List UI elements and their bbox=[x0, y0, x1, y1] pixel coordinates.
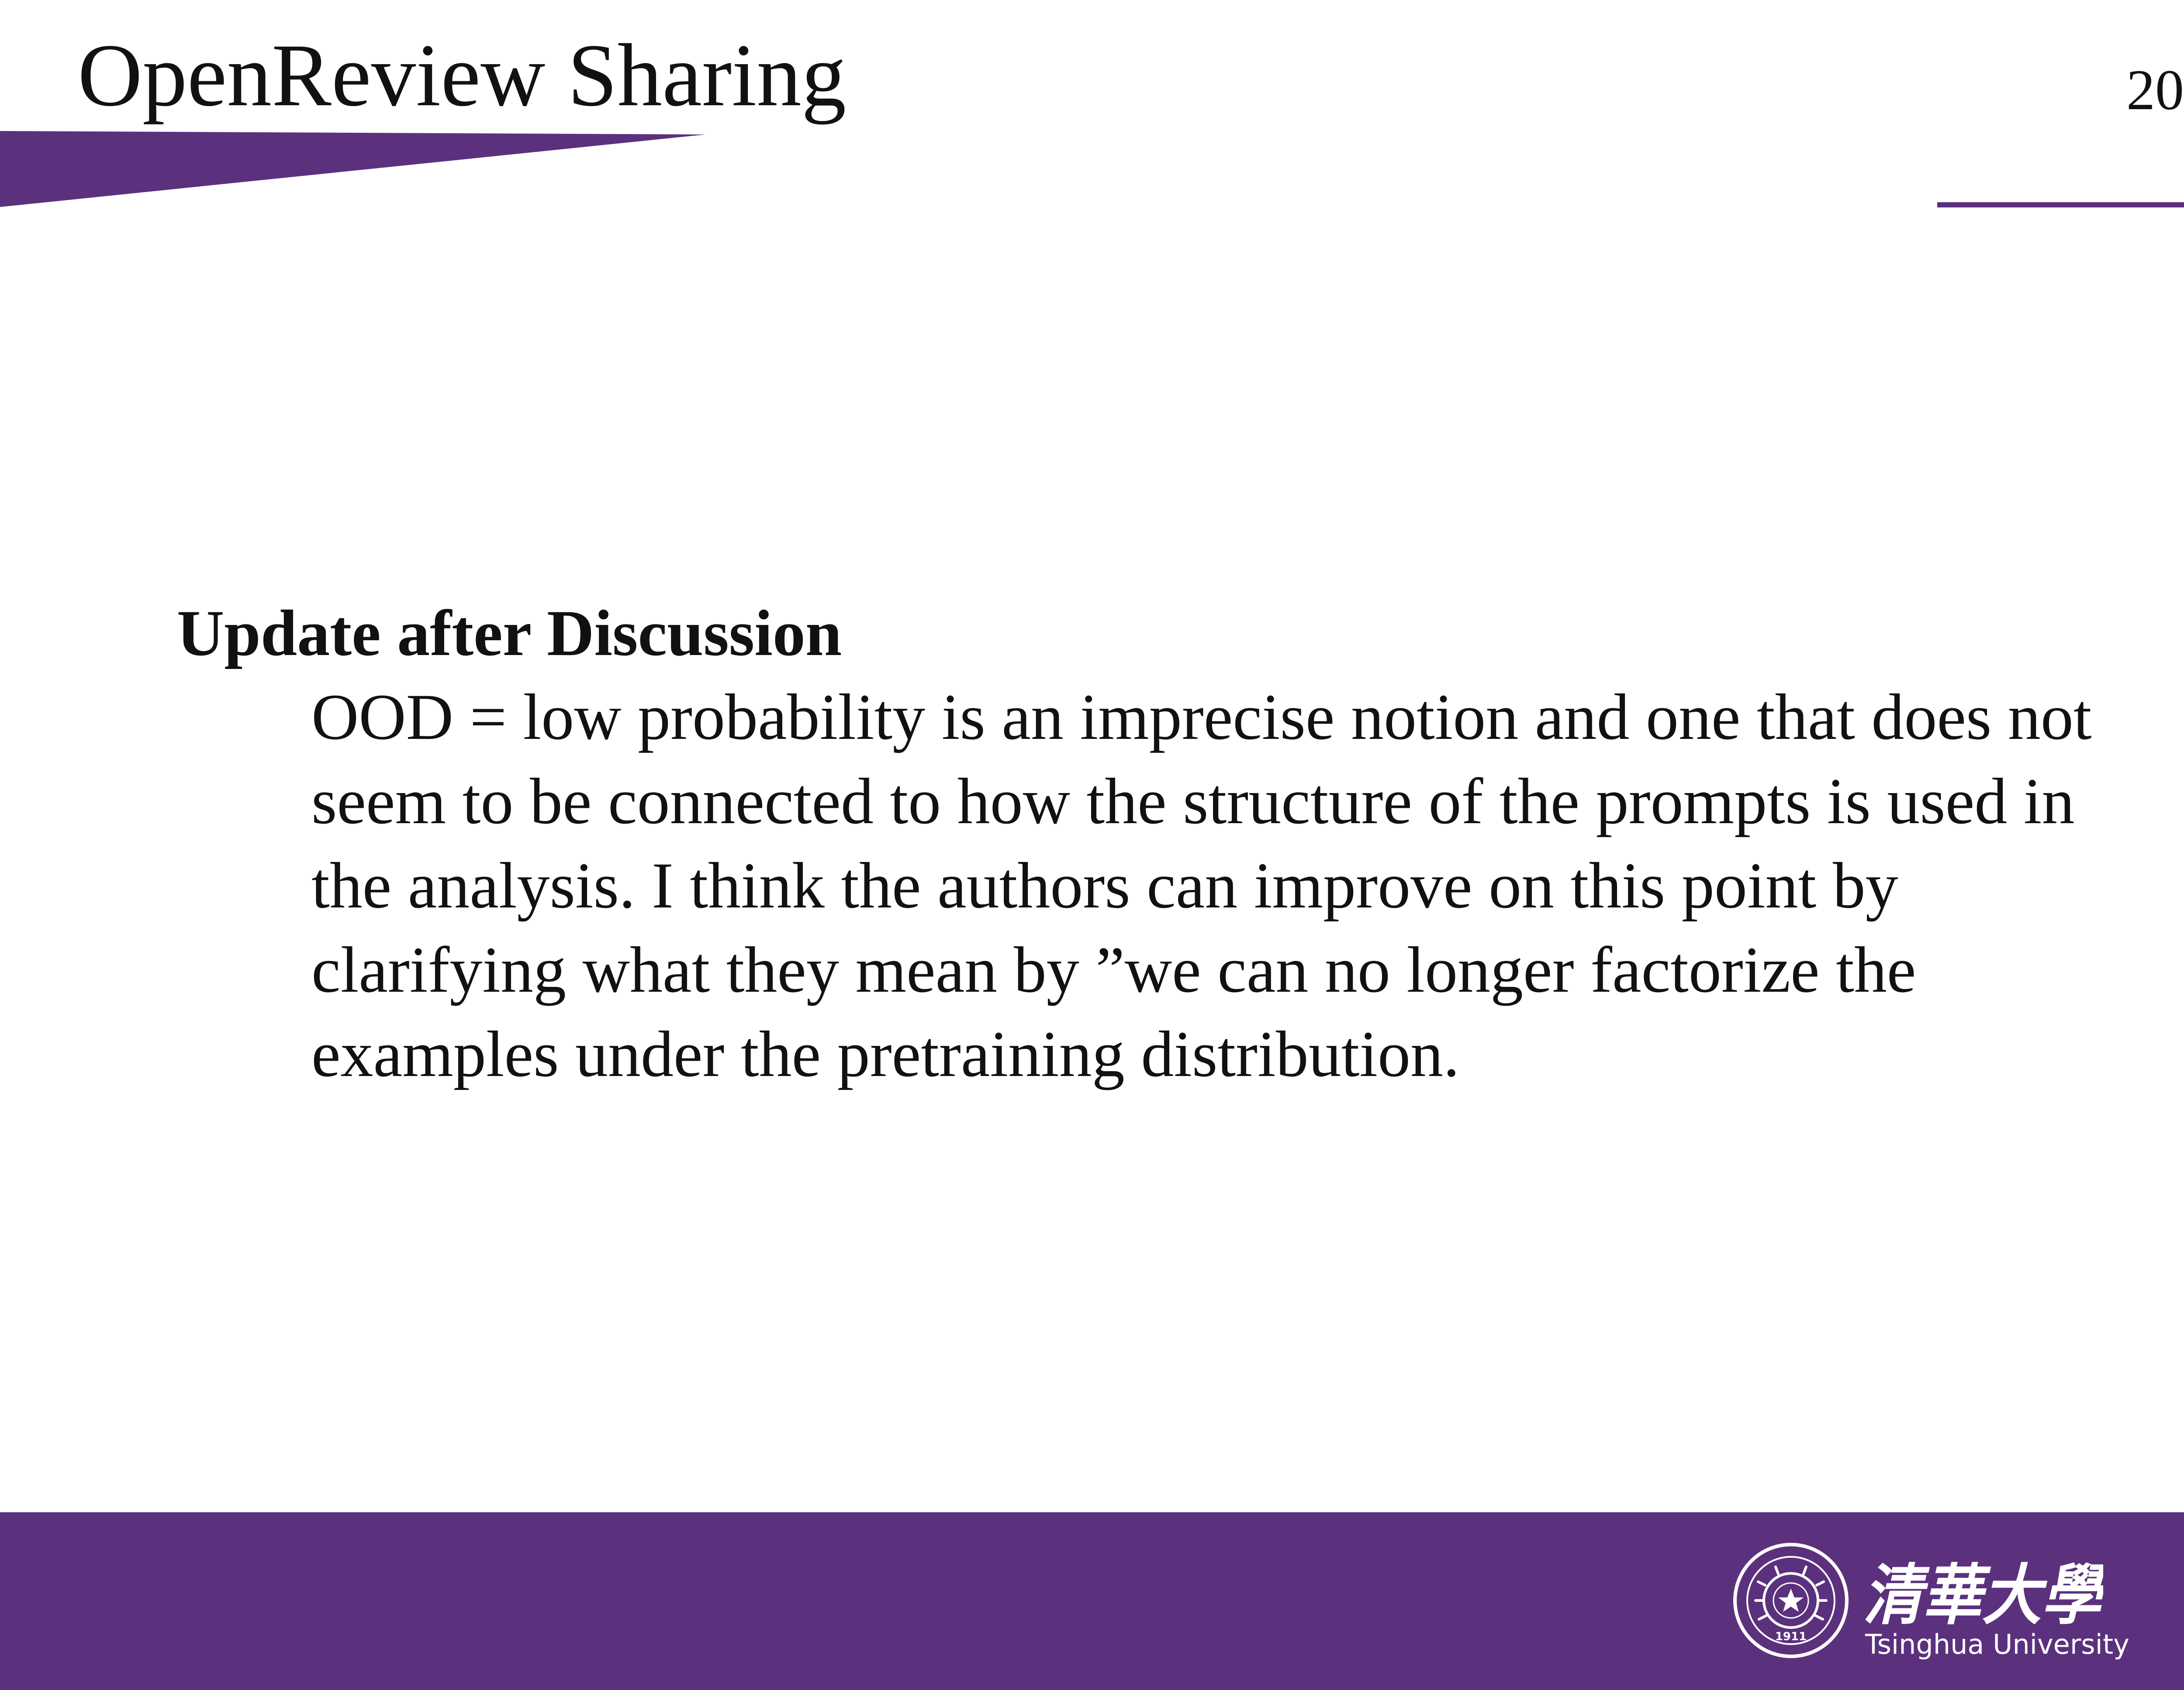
block-body: OOD = low probability is an imprecise no… bbox=[311, 681, 2092, 1090]
logo-chinese-wordmark: 清華大學 bbox=[1863, 1558, 2103, 1634]
header-right-rule bbox=[1937, 202, 2184, 207]
slide-title: OpenReview Sharing bbox=[78, 26, 847, 125]
page-number: 20 bbox=[2126, 58, 2184, 122]
seal-year: 1911 bbox=[1775, 1630, 1807, 1643]
block-title: Update after Discussion bbox=[177, 597, 842, 669]
footer-bar bbox=[0, 1512, 2184, 1690]
university-seal-icon: 1911 bbox=[1733, 1543, 1849, 1658]
logo-chinese-text: 清華大學 bbox=[1863, 1558, 2103, 1634]
logo-english-text: Tsinghua University bbox=[1865, 1628, 2129, 1660]
title-accent-shape bbox=[0, 131, 705, 207]
title-accent-wedge bbox=[0, 131, 705, 207]
content-block: Update after Discussion OOD = low probab… bbox=[177, 594, 2143, 1097]
